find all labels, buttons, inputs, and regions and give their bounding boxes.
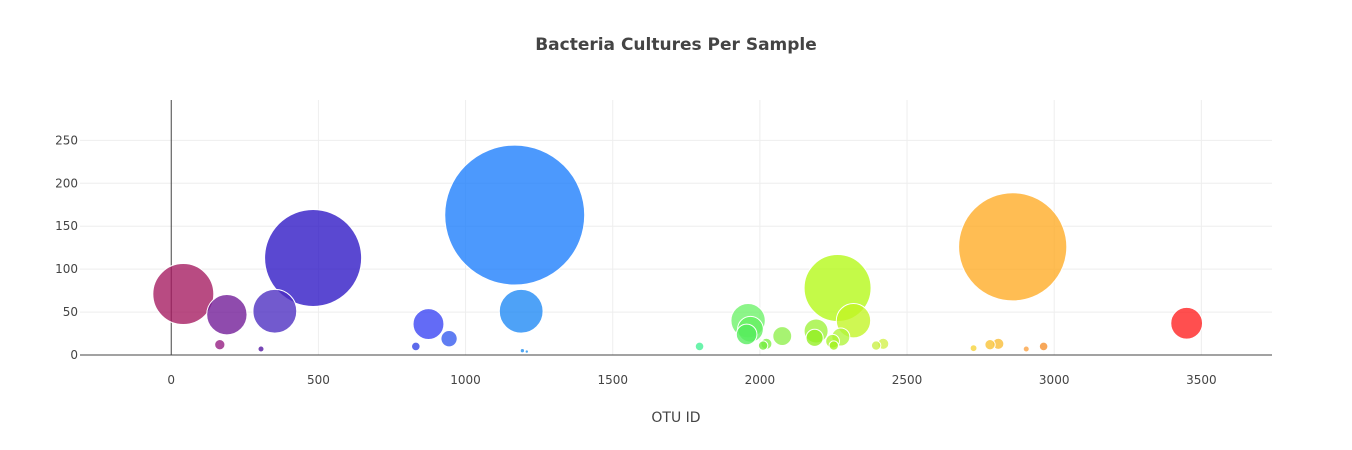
data-point[interactable]	[152, 263, 215, 326]
data-point[interactable]	[735, 323, 758, 346]
x-tick-label: 1500	[597, 373, 628, 387]
data-point[interactable]	[984, 339, 996, 351]
data-point[interactable]	[206, 293, 248, 336]
data-point[interactable]	[805, 328, 824, 347]
x-tick-label: 500	[307, 373, 330, 387]
data-point[interactable]	[411, 341, 421, 352]
data-point[interactable]	[214, 339, 226, 351]
x-tick-label: 2000	[745, 373, 776, 387]
data-point[interactable]	[757, 340, 769, 351]
data-point[interactable]	[958, 192, 1068, 302]
y-tick-label: 150	[55, 219, 78, 233]
data-point[interactable]	[969, 344, 978, 353]
x-tick-label: 3000	[1039, 373, 1070, 387]
y-tick-label: 0	[70, 348, 78, 362]
data-point[interactable]	[524, 349, 529, 354]
x-tick-label: 0	[167, 373, 175, 387]
data-point[interactable]	[412, 308, 445, 341]
x-axis-title: OTU ID	[651, 410, 700, 426]
data-point[interactable]	[519, 348, 526, 354]
data-point[interactable]	[498, 288, 544, 334]
x-tick-label: 2500	[892, 373, 923, 387]
x-tick-label: 3500	[1186, 373, 1217, 387]
data-point[interactable]	[440, 330, 458, 348]
chart-title: Bacteria Cultures Per Sample	[535, 35, 817, 55]
data-point[interactable]	[828, 340, 839, 351]
tick-labels: 0 500 1000 1500 2000 2500 3000 3500 0 50 100 150 200…	[55, 133, 1217, 387]
data-point[interactable]	[772, 326, 793, 347]
y-tick-label: 100	[55, 262, 78, 276]
y-tick-label: 200	[55, 176, 78, 190]
data-point[interactable]	[444, 144, 586, 286]
x-tick-label: 1000	[450, 373, 481, 387]
y-tick-label: 250	[55, 133, 78, 147]
data-points[interactable]	[152, 144, 1204, 354]
data-point[interactable]	[870, 340, 882, 351]
data-point[interactable]	[1038, 341, 1049, 352]
data-point[interactable]	[257, 345, 265, 353]
data-point[interactable]	[694, 341, 705, 352]
data-point[interactable]	[1170, 306, 1204, 340]
data-point[interactable]	[252, 288, 298, 334]
y-tick-label: 50	[63, 305, 78, 319]
data-point[interactable]	[264, 208, 363, 307]
data-point[interactable]	[1022, 345, 1030, 353]
